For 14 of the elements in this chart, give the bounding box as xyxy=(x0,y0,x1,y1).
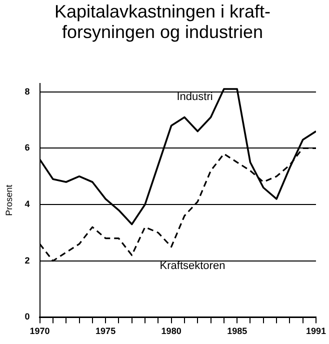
x-tick-label: 1985 xyxy=(227,326,248,336)
chart-title: Kapitalavkastningen i kraft- forsyningen og industrien xyxy=(54,1,271,42)
y-tick-label: 0 xyxy=(24,312,30,322)
y-tick-label: 2 xyxy=(24,255,30,266)
series-label: Industri xyxy=(176,91,213,104)
x-tick-label: 1980 xyxy=(161,326,182,336)
y-tick-label: 6 xyxy=(24,142,30,153)
y-axis-title: Prosent xyxy=(4,184,14,216)
series-label: Kraftsektoren xyxy=(160,260,226,272)
y-tick-label: 4 xyxy=(24,199,30,210)
x-tick-label: 1991 xyxy=(306,326,326,336)
y-tick-label: 8 xyxy=(24,86,30,96)
x-tick-label: 1970 xyxy=(30,326,50,336)
x-tick-label: 1975 xyxy=(96,326,116,336)
